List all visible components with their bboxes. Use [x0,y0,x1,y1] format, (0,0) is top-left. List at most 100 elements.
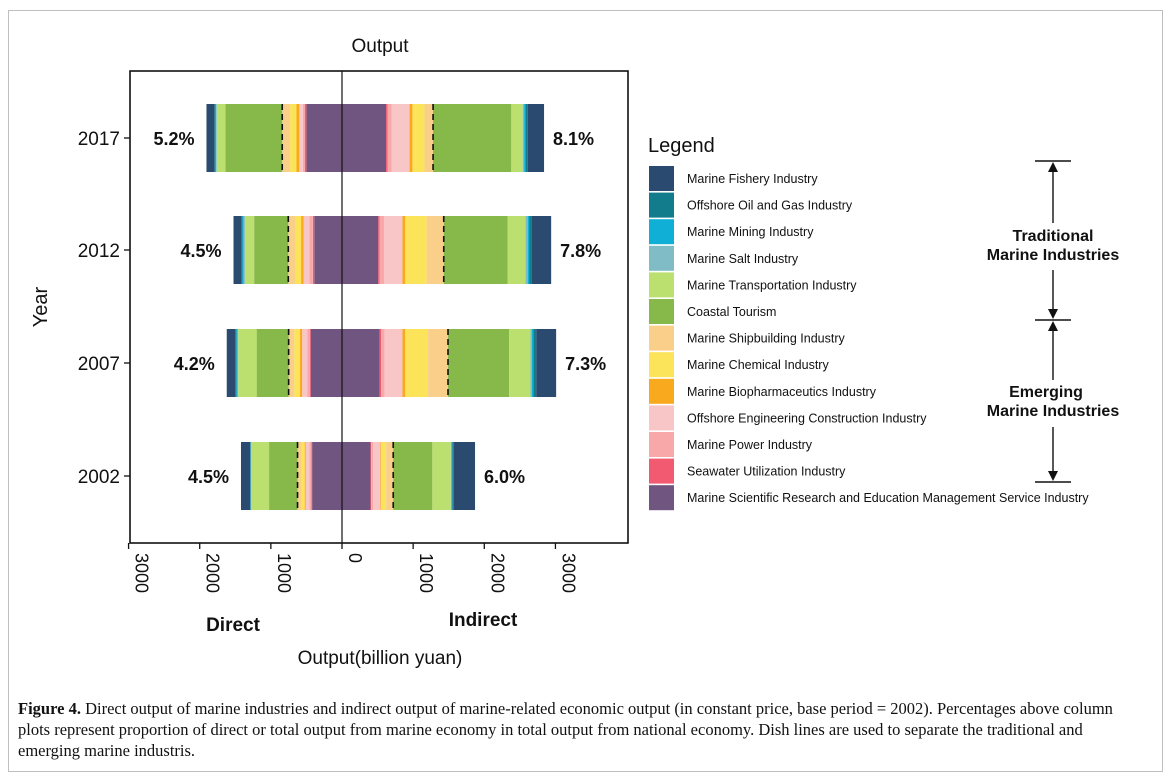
bar-segment-indirect-2017-marine-shipbuilding-industry [424,104,434,172]
legend-label-marine-shipbuilding-industry: Marine Shipbuilding Industry [687,332,845,346]
arrow-up-icon [1048,321,1058,331]
chart-title: Output [351,36,409,57]
legend-label-offshore-oil-and-gas-industry: Offshore Oil and Gas Industry [687,199,853,213]
bar-segment-direct-2012-marine-scientific-research-and-education-management-service-industry [314,216,342,284]
legend-label-marine-mining-industry: Marine Mining Industry [687,225,814,239]
bar-segment-indirect-2012-marine-salt-industry [525,216,528,284]
indirect-percent-label-2017: 8.1% [553,129,594,149]
bar-segment-direct-2002-marine-fishery-industry [240,442,251,510]
legend-label-marine-salt-industry: Marine Salt Industry [687,252,799,266]
bar-segment-indirect-2017-coastal-tourism [433,104,512,172]
bar-segment-indirect-2007-marine-biopharmaceutics-industry [402,329,406,397]
bar-segment-indirect-2017-marine-scientific-research-and-education-management-service-industry [342,104,387,172]
bar-segment-indirect-2002-marine-power-industry [371,442,374,510]
legend-label-marine-fishery-industry: Marine Fishery Industry [687,172,818,186]
x-axis: 3000 2000 1000 0 1000 2000 3000 [127,543,578,593]
bar-segment-direct-2002-marine-transportation-industry [251,442,270,510]
bar-segment-indirect-2007-marine-mining-industry [531,329,534,397]
bar-segment-indirect-2002-offshore-engineering-construction-industry [373,442,381,510]
legend-swatch-marine-chemical-industry [649,352,674,378]
bar-segment-direct-2012-marine-mining-industry [242,216,244,284]
emerging-label-line2: Marine Industries [987,403,1120,420]
bar-segment-indirect-2012-marine-scientific-research-and-education-management-service-industry [342,216,379,284]
legend-label-marine-biopharmaceutics-industry: Marine Biopharmaceutics Industry [687,385,877,399]
direct-percent-label-2017: 5.2% [153,129,194,149]
bar-segment-direct-2007-marine-biopharmaceutics-industry [300,329,303,397]
bar-segment-indirect-2017-offshore-oil-and-gas-industry [525,104,528,172]
legend-swatch-marine-mining-industry [649,219,674,245]
figure-frame [8,10,1163,772]
indirect-percent-label-2007: 7.3% [565,354,606,374]
bar-segment-indirect-2012-marine-fishery-industry [531,216,552,284]
x-axis-title: Output(billion yuan) [298,648,463,669]
legend-swatch-coastal-tourism [649,299,674,324]
bar-segment-indirect-2012-marine-shipbuilding-industry [426,216,444,284]
indirect-percent-label-2012: 7.8% [560,241,601,261]
arrow-down-icon [1048,309,1058,319]
bar-segment-direct-2017-marine-scientific-research-and-education-management-service-industry [306,104,342,172]
bar-segment-indirect-2012-marine-transportation-industry [507,216,526,284]
indirect-side-label: Indirect [449,610,518,631]
legend-swatch-offshore-oil-and-gas-industry [649,192,674,218]
bar-segment-direct-2012-offshore-oil-and-gas-industry [241,216,243,284]
bar-segment-indirect-2007-marine-power-industry [381,329,385,397]
bar-segment-direct-2017-seawater-utilization-industry [305,104,307,172]
bar-segment-direct-2017-marine-mining-industry [215,104,217,172]
legend-swatch-marine-shipbuilding-industry [649,325,674,351]
bar-segment-indirect-2017-marine-salt-industry [522,104,525,172]
legend-swatch-marine-fishery-industry [649,166,674,191]
bar-segment-indirect-2007-marine-salt-industry [530,329,532,397]
legend-label-marine-scientific-research-and-education-management-service-industry: Marine Scientific Research and Education… [687,491,1089,505]
legend-swatch-offshore-engineering-construction-industry [649,405,674,431]
bar-segment-direct-2007-offshore-oil-and-gas-industry [235,329,237,397]
bar-segment-indirect-2012-offshore-oil-and-gas-industry [529,216,532,284]
bar-segment-direct-2007-marine-shipbuilding-industry [288,329,295,397]
bar-segment-indirect-2007-marine-transportation-industry [509,329,531,397]
bar-segment-direct-2017-marine-chemical-industry [290,104,297,172]
bar-segment-direct-2002-marine-biopharmaceutics-industry [304,442,306,510]
bar-segment-direct-2017-offshore-oil-and-gas-industry [214,104,216,172]
bar-segment-direct-2007-marine-fishery-industry [226,329,236,397]
bar-segment-direct-2017-marine-shipbuilding-industry [282,104,291,172]
bar-segment-direct-2017-offshore-engineering-construction-industry [299,104,303,172]
x-tick-label-6: 3000 [558,553,578,593]
bar-segment-direct-2007-marine-scientific-research-and-education-management-service-industry [310,329,342,397]
legend: Marine Fishery Industry Offshore Oil and … [649,166,1089,511]
bar-segment-indirect-2017-marine-power-industry [387,104,392,172]
direct-percent-label-2002: 4.5% [188,467,229,487]
bar-segment-direct-2012-marine-salt-industry [243,216,245,284]
caption-text: Direct output of marine industries and i… [18,699,1113,760]
bar-segment-indirect-2017-marine-chemical-industry [412,104,425,172]
bar-segment-indirect-2012-coastal-tourism [443,216,508,284]
legend-label-marine-chemical-industry: Marine Chemical Industry [687,358,829,372]
group-brackets: Traditional Marine Industries Emerging M… [987,160,1120,483]
bar-segment-indirect-2007-marine-chemical-industry [405,329,429,397]
bar-segment-direct-2002-marine-scientific-research-and-education-management-service-industry [312,442,342,510]
bar-segment-direct-2017-marine-transportation-industry [216,104,226,172]
bar-segment-direct-2017-marine-biopharmaceutics-industry [296,104,300,172]
y-tick-label-2007: 2007 [78,354,120,375]
bar-segment-direct-2002-marine-shipbuilding-industry [297,442,302,510]
bar-segment-indirect-2007-offshore-engineering-construction-industry [384,329,403,397]
bar-segment-indirect-2012-marine-mining-industry [527,216,530,284]
bar-segment-direct-2007-marine-salt-industry [237,329,239,397]
legend-label-coastal-tourism: Coastal Tourism [687,305,776,319]
bar-segment-direct-2007-marine-mining-industry [236,329,238,397]
arrow-down-icon [1048,471,1058,481]
indirect-percent-label-2002: 6.0% [484,467,525,487]
legend-label-marine-transportation-industry: Marine Transportation Industry [687,278,857,292]
bar-segment-direct-2017-coastal-tourism [225,104,283,172]
bar-segment-indirect-2017-seawater-utilization-industry [386,104,388,172]
bar-segment-indirect-2007-coastal-tourism [448,329,510,397]
figure-4-chart: Output 5.2% 8.1%4.5% 7.8%4.2% 7.3%4.5% 6.0% … [30,36,1120,669]
bar-segment-direct-2012-marine-shipbuilding-industry [288,216,296,284]
bar-segment-direct-2012-marine-fishery-industry [233,216,242,284]
y-axis-title: Year [30,286,52,327]
direct-side-label: Direct [206,615,261,636]
bars-layer: 5.2% 8.1% 4.5% 7.8% 4.2% 7.3% 4.5% 6.0% [153,104,606,510]
bar-segment-direct-2012-seawater-utilization-industry [312,216,315,284]
bar-segment-indirect-2007-marine-shipbuilding-industry [428,329,449,397]
direct-percent-label-2007: 4.2% [174,354,215,374]
bar-segment-indirect-2002-offshore-oil-and-gas-industry [452,442,454,510]
bar-segment-indirect-2012-marine-power-industry [379,216,384,284]
